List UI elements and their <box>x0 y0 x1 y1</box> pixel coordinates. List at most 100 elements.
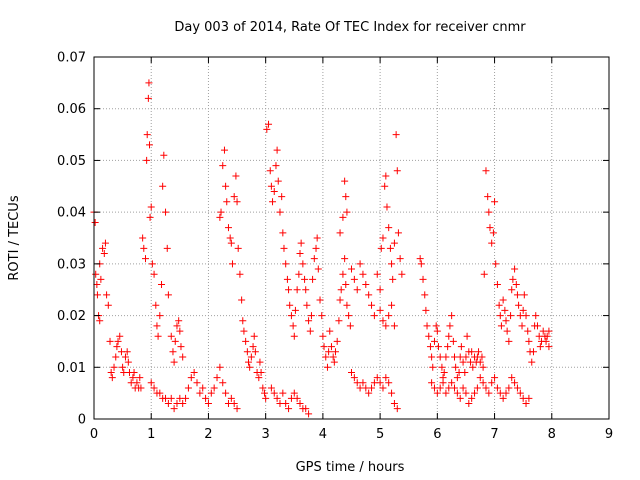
data-point <box>179 353 187 361</box>
data-point <box>382 322 390 330</box>
data-point <box>468 394 476 402</box>
data-point <box>101 239 109 247</box>
data-point <box>302 286 310 294</box>
data-point <box>440 368 448 376</box>
data-point <box>417 260 425 268</box>
data-point <box>336 296 344 304</box>
data-point <box>305 317 313 325</box>
data-point <box>249 343 257 351</box>
data-point <box>457 343 465 351</box>
data-point <box>529 348 537 356</box>
data-point <box>545 327 553 335</box>
data-point <box>513 291 521 299</box>
data-point <box>491 198 499 206</box>
data-point <box>162 208 170 216</box>
data-point <box>286 301 294 309</box>
data-point <box>199 384 207 392</box>
data-point <box>290 389 298 397</box>
data-point <box>422 306 430 314</box>
data-point <box>325 348 333 356</box>
data-point <box>330 358 338 366</box>
data-point <box>139 234 147 242</box>
chart-title: Day 003 of 2014, Rate Of TEC Index for r… <box>174 20 526 35</box>
data-point <box>508 286 516 294</box>
data-point <box>346 322 354 330</box>
data-point <box>160 151 168 159</box>
data-point <box>219 379 227 387</box>
data-point <box>390 239 398 247</box>
data-point <box>511 379 519 387</box>
data-point <box>282 399 290 407</box>
data-point <box>150 384 158 392</box>
data-point <box>234 244 242 252</box>
data-point <box>516 389 524 397</box>
data-point <box>370 312 378 320</box>
data-point <box>419 275 427 283</box>
x-axis-label: GPS time / hours <box>296 460 405 475</box>
data-point <box>335 317 343 325</box>
data-point <box>520 291 528 299</box>
data-point <box>501 306 509 314</box>
data-point <box>393 167 401 175</box>
data-point <box>505 384 513 392</box>
data-point <box>279 389 287 397</box>
data-point <box>392 131 400 139</box>
x-tick-label: 6 <box>433 427 441 442</box>
data-point <box>386 244 394 252</box>
data-point <box>329 353 337 361</box>
data-point <box>459 384 467 392</box>
data-point <box>106 337 114 345</box>
data-point <box>376 306 384 314</box>
data-point <box>306 327 314 335</box>
data-point <box>104 301 112 309</box>
data-point <box>100 250 108 258</box>
data-point <box>232 172 240 180</box>
data-point <box>170 405 178 413</box>
data-point <box>442 353 450 361</box>
data-point <box>505 337 513 345</box>
y-axis-label: ROTI / TECUs <box>7 195 22 280</box>
data-point <box>436 384 444 392</box>
x-tick-label: 8 <box>548 427 556 442</box>
data-point <box>376 286 384 294</box>
data-point <box>493 384 501 392</box>
data-point <box>137 384 145 392</box>
data-point <box>339 213 347 221</box>
data-point <box>543 332 551 340</box>
data-point <box>305 410 313 418</box>
data-point <box>429 363 437 371</box>
data-point <box>259 384 267 392</box>
data-point <box>485 389 493 397</box>
x-tick-label: 0 <box>90 427 98 442</box>
data-point <box>236 270 244 278</box>
data-point <box>479 363 487 371</box>
data-point <box>222 389 230 397</box>
data-point <box>270 389 278 397</box>
data-point <box>353 286 361 294</box>
y-tick-label: 0.02 <box>57 309 86 324</box>
data-point <box>216 213 224 221</box>
data-point <box>176 327 184 335</box>
data-point <box>430 337 438 345</box>
data-point <box>316 296 324 304</box>
data-point <box>112 353 120 361</box>
data-point <box>452 363 460 371</box>
data-point <box>303 301 311 309</box>
data-point <box>239 317 247 325</box>
data-point <box>337 286 345 294</box>
data-point <box>263 125 271 133</box>
data-point <box>146 141 154 149</box>
data-point <box>207 389 215 397</box>
data-point <box>376 379 384 387</box>
data-point <box>210 384 218 392</box>
data-point <box>307 312 315 320</box>
data-point <box>365 389 373 397</box>
data-point <box>145 79 153 87</box>
data-point <box>480 270 488 278</box>
data-point <box>495 301 503 309</box>
data-point <box>318 312 326 320</box>
data-point <box>478 353 486 361</box>
data-point <box>93 291 101 299</box>
data-point <box>459 358 467 366</box>
